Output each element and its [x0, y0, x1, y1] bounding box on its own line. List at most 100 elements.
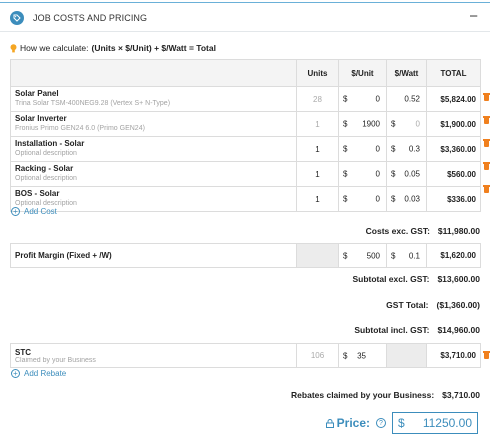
- add-rebate-label: Add Rebate: [24, 369, 67, 378]
- row-total: $336.00: [426, 186, 481, 212]
- per-unit-input[interactable]: $1900: [338, 111, 387, 137]
- profit-per-unit-input[interactable]: $500: [338, 243, 387, 268]
- plus-circle-icon: +: [11, 369, 20, 378]
- subtotal-excl-value: $13,600.00: [437, 274, 480, 284]
- price-input[interactable]: $ 11250.00: [392, 412, 478, 434]
- delete-row-icon[interactable]: [483, 162, 490, 170]
- currency-sign: $: [343, 144, 348, 154]
- units-input[interactable]: 1: [296, 136, 339, 162]
- profit-units-disabled: [296, 243, 339, 268]
- per-unit-value: 0: [375, 194, 380, 204]
- gst-total: GST Total: ($1,360.00): [386, 300, 480, 310]
- subtotal-incl-value: $14,960.00: [437, 325, 480, 335]
- col-total: TOTAL: [426, 59, 481, 87]
- collapse-button[interactable]: −: [469, 8, 478, 25]
- per-watt-value: 0.52: [404, 94, 420, 104]
- costs-exc-value: $11,980.00: [437, 226, 480, 236]
- add-cost-label: Add Cost: [24, 207, 57, 216]
- plus-circle-icon: +: [11, 207, 20, 216]
- profit-title: Profit Margin (Fixed + /W): [15, 251, 112, 260]
- per-watt-input[interactable]: $0.05: [386, 161, 427, 187]
- subtotal-incl-gst: Subtotal incl. GST: $14,960.00: [354, 325, 480, 335]
- per-unit-value: 0: [375, 169, 380, 179]
- col-per-watt: $/Watt: [386, 59, 427, 87]
- subtotal-incl-label: Subtotal incl. GST:: [354, 325, 430, 335]
- costs-exc-gst: Costs exc. GST: $11,980.00: [366, 226, 480, 236]
- currency-sign: $: [343, 119, 348, 129]
- profit-per-unit-value: 500: [366, 251, 380, 260]
- stc-per-unit-input[interactable]: $35: [338, 343, 387, 368]
- lock-icon[interactable]: [325, 418, 334, 428]
- stc-units-input[interactable]: 106: [296, 343, 339, 368]
- cost-name-cell: Solar Inverter Fronius Primo GEN24 6.0 (P…: [10, 111, 297, 137]
- units-input[interactable]: 1: [296, 186, 339, 212]
- per-watt-value: 0: [415, 119, 420, 129]
- cost-name-cell: Racking - Solar Optional description: [10, 161, 297, 187]
- price-currency: $: [398, 416, 405, 430]
- profit-per-watt-input[interactable]: $0.1: [386, 243, 427, 268]
- per-watt-input[interactable]: $0: [386, 111, 427, 137]
- currency-sign: $: [343, 251, 348, 260]
- cost-row-solar-inverter: Solar Inverter Fronius Primo GEN24 6.0 (P…: [10, 111, 481, 137]
- per-unit-input[interactable]: $0: [338, 161, 387, 187]
- per-watt-input[interactable]: 0.52: [386, 86, 427, 112]
- cost-name-cell: Installation - Solar Optional description: [10, 136, 297, 162]
- currency-sign: $: [343, 351, 348, 360]
- rebates-value: $3,710.00: [442, 390, 480, 400]
- cost-row-solar-panel: Solar Panel Trina Solar TSM-400NEG9.28 (V…: [10, 86, 481, 112]
- per-watt-value: 0.3: [408, 144, 420, 154]
- units-input[interactable]: 1: [296, 111, 339, 137]
- cost-title: Installation - Solar: [15, 139, 85, 148]
- units-input[interactable]: 1: [296, 161, 339, 187]
- cost-name-cell: BOS - Solar Optional description: [10, 186, 297, 212]
- costs-exc-label: Costs exc. GST:: [365, 226, 430, 236]
- calc-prefix: How we calculate:: [20, 43, 89, 53]
- delete-rebate-icon[interactable]: [483, 351, 490, 359]
- per-watt-input[interactable]: $0.03: [386, 186, 427, 212]
- price-value: 11250.00: [422, 416, 472, 430]
- currency-sign: $: [391, 194, 396, 204]
- section-header[interactable]: JOB COSTS AND PRICING −: [0, 4, 490, 32]
- cost-title: Solar Panel: [15, 89, 59, 98]
- col-per-unit: $/Unit: [338, 59, 387, 87]
- cost-row-racking: Racking - Solar Optional description 1 $0…: [10, 161, 481, 187]
- add-rebate-button[interactable]: + Add Rebate: [11, 369, 66, 378]
- profit-per-watt-value: 0.1: [408, 251, 420, 260]
- profit-margin-row: Profit Margin (Fixed + /W) $500 $0.1 $1,…: [10, 243, 481, 268]
- description-input[interactable]: Optional description: [15, 200, 77, 207]
- price-row: Price: ? $ 11250.00: [325, 412, 478, 434]
- currency-sign: $: [343, 94, 348, 104]
- cost-title: Racking - Solar: [15, 164, 74, 173]
- description-input[interactable]: Optional description: [15, 175, 77, 182]
- section-title: JOB COSTS AND PRICING: [33, 12, 148, 23]
- price-label: Price:: [336, 416, 370, 430]
- row-total: $3,360.00: [426, 136, 481, 162]
- delete-row-icon[interactable]: [483, 185, 490, 193]
- stc-name-cell: STC Claimed by your Business: [10, 343, 297, 368]
- calc-formula: (Units × $/Unit) + $/Watt = Total: [91, 43, 216, 53]
- cost-row-bos: BOS - Solar Optional description 1 $0 $0.…: [10, 186, 481, 212]
- cost-table: Units $/Unit $/Watt TOTAL Solar Panel Tri…: [10, 59, 481, 212]
- per-unit-value: 0: [375, 94, 380, 104]
- col-name: [10, 59, 297, 87]
- gst-total-label: GST Total:: [386, 300, 429, 310]
- delete-row-icon[interactable]: [483, 116, 490, 124]
- description-input[interactable]: Optional description: [15, 150, 77, 157]
- top-divider: [0, 2, 490, 3]
- delete-row-icon[interactable]: [483, 139, 490, 147]
- stc-subtitle: Claimed by your Business: [15, 356, 96, 364]
- per-watt-value: 0.05: [404, 169, 420, 179]
- per-unit-input[interactable]: $0: [338, 186, 387, 212]
- add-cost-button[interactable]: + Add Cost: [11, 207, 57, 216]
- stc-rebate-row: STC Claimed by your Business 106 $35 $3,7…: [10, 343, 481, 368]
- currency-sign: $: [391, 251, 396, 260]
- units-input[interactable]: 28: [296, 86, 339, 112]
- delete-row-icon[interactable]: [483, 93, 490, 101]
- per-watt-input[interactable]: $0.3: [386, 136, 427, 162]
- help-icon[interactable]: ?: [376, 418, 386, 428]
- per-unit-input[interactable]: $0: [338, 136, 387, 162]
- cost-subtitle: Trina Solar TSM-400NEG9.28 (Vertex S+ N-…: [15, 100, 171, 107]
- currency-sign: $: [343, 194, 348, 204]
- currency-sign: $: [391, 169, 396, 179]
- per-unit-input[interactable]: $0: [338, 86, 387, 112]
